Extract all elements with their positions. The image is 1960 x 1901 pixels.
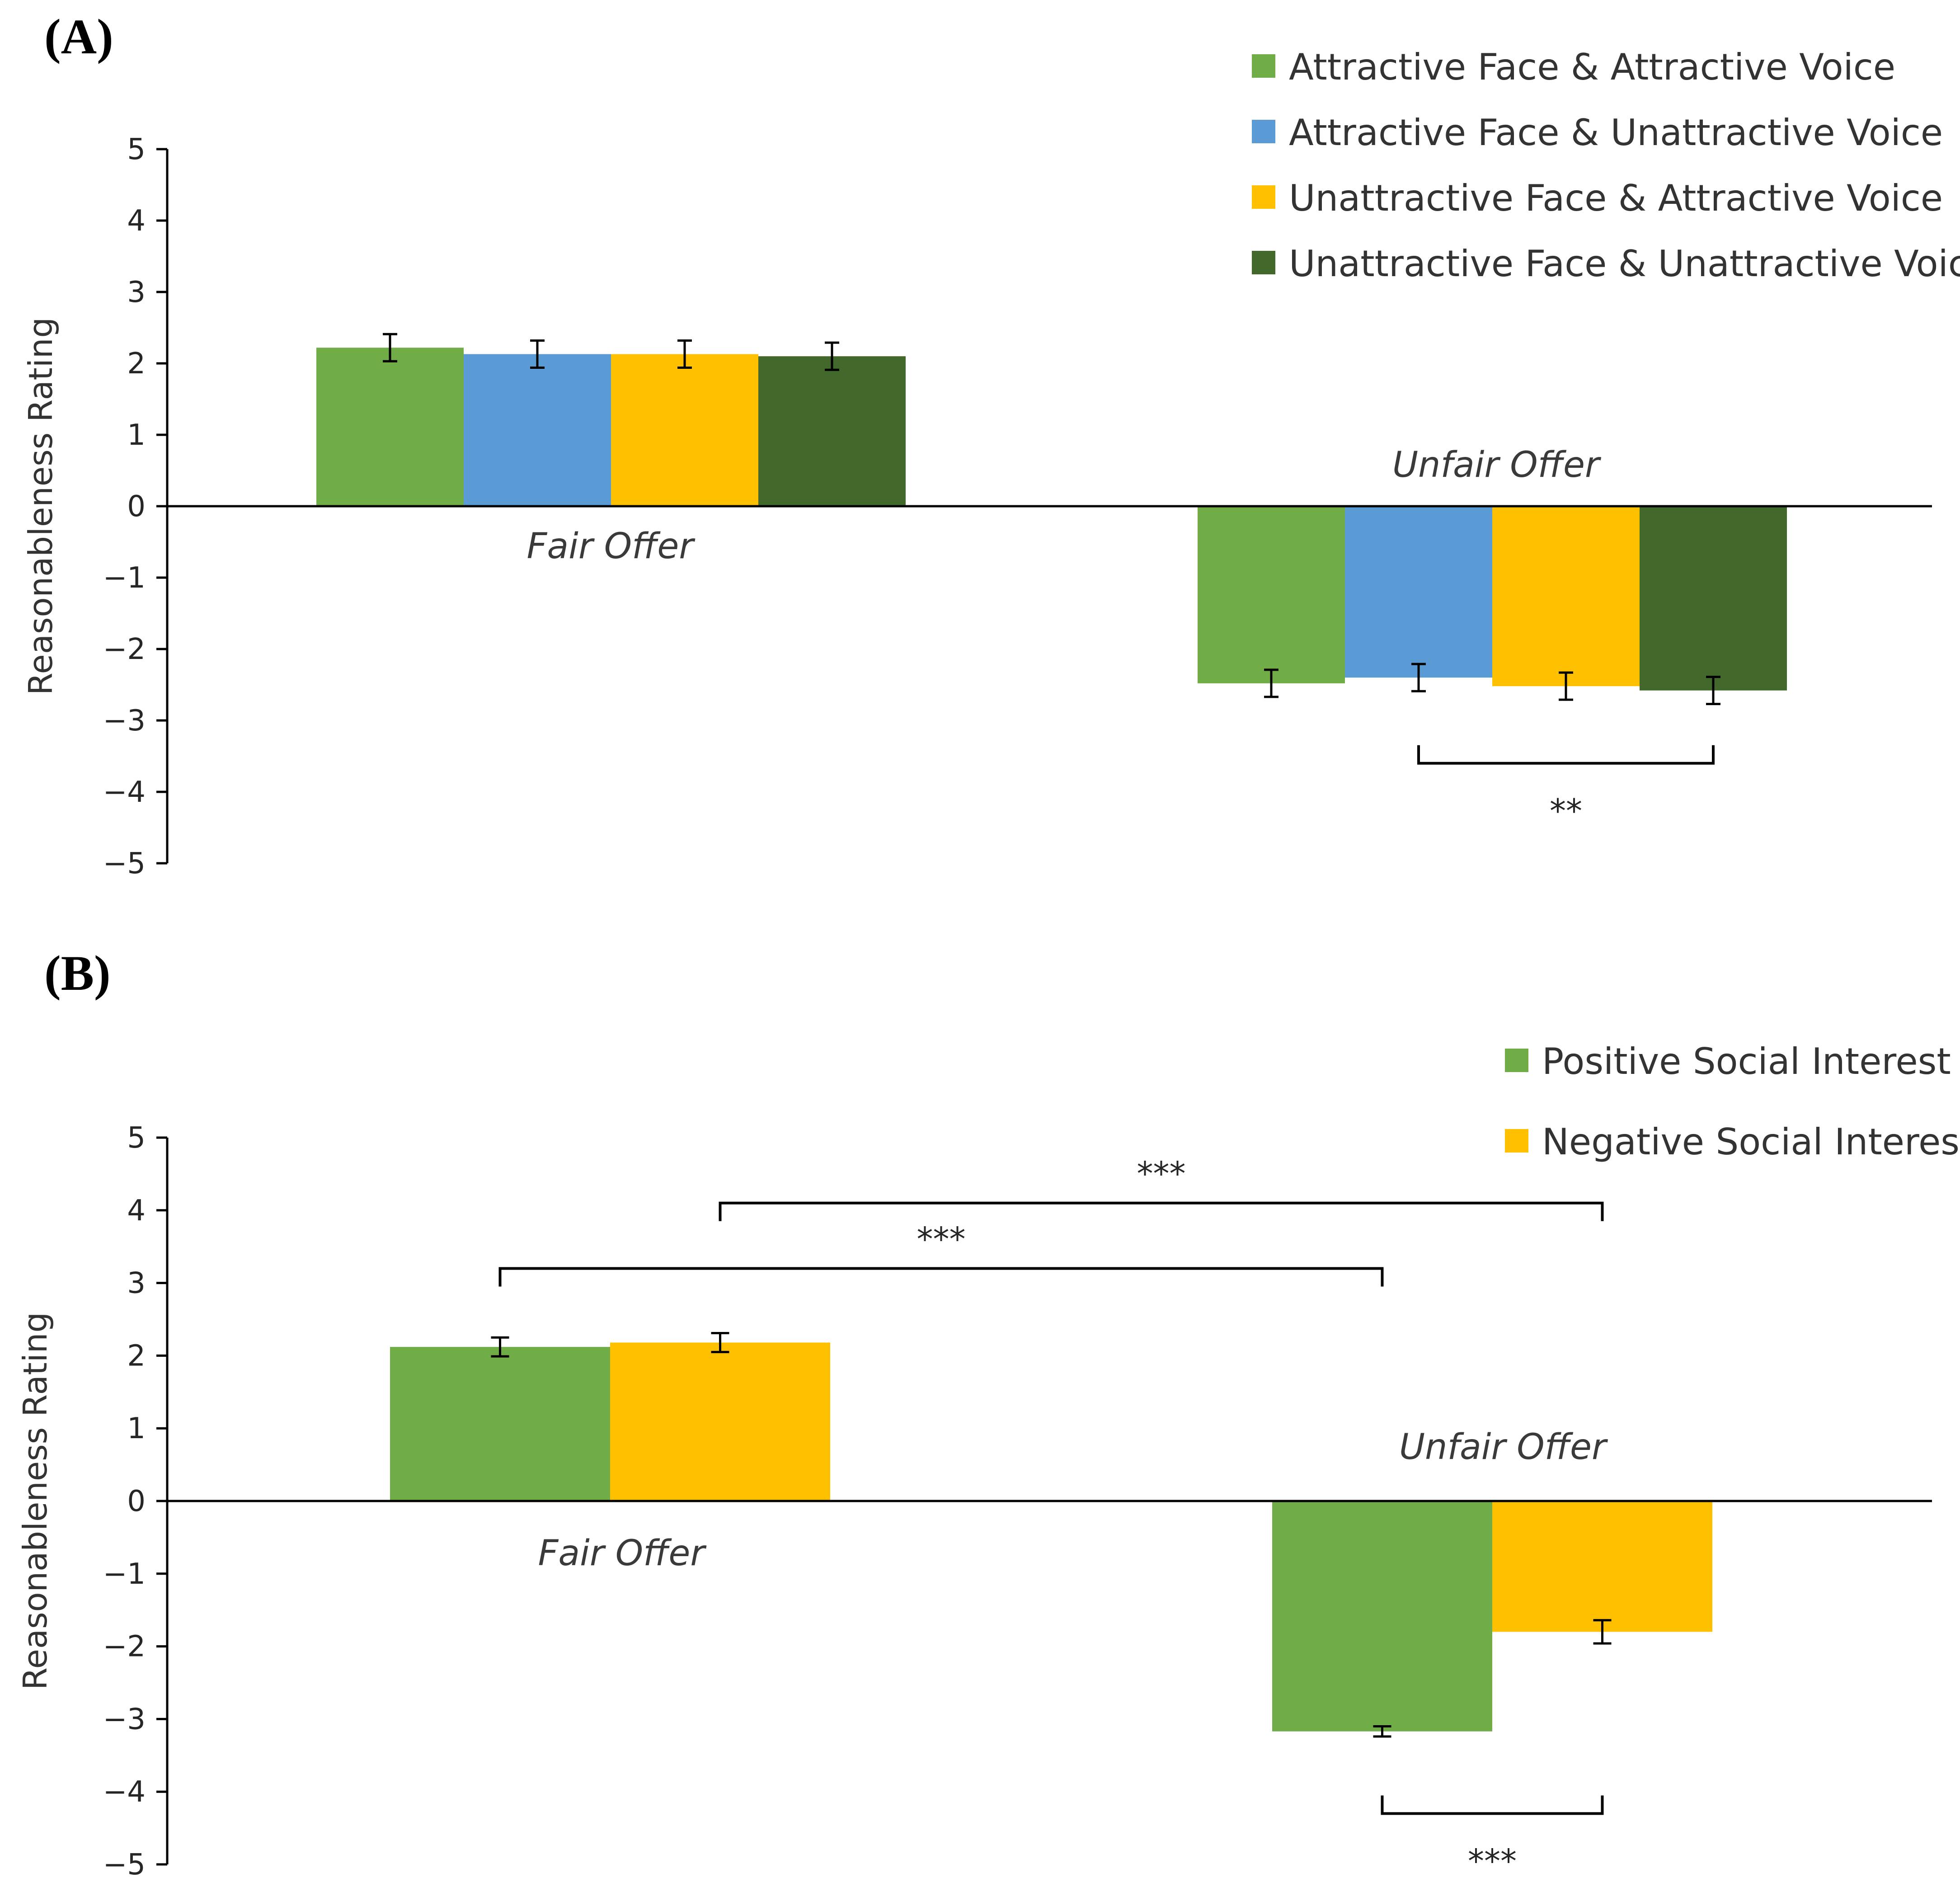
legend-label: Positive Social Interest xyxy=(1542,1040,1951,1082)
bar-unfair-offer-series-1 xyxy=(1272,1501,1492,1732)
y-tick-label: 1 xyxy=(127,1412,146,1445)
y-tick-label: 1 xyxy=(127,419,146,452)
y-tick-label: −4 xyxy=(103,1775,146,1809)
bar-unfair-offer-series-2 xyxy=(1345,506,1492,678)
y-tick-label: −1 xyxy=(103,1558,146,1591)
significance-bracket xyxy=(1381,1795,1604,1815)
panel-a: (A) 5 4 3 2 1 0 −1 −2 −3 −4 −5 Reasonableness Rating… xyxy=(22,9,1960,880)
legend-label: Unattractive Face & Attractive Voice xyxy=(1289,177,1943,219)
panel-label: (B) xyxy=(44,946,111,1001)
legend-label: Negative Social Interest xyxy=(1542,1121,1960,1163)
y-tick-label: 0 xyxy=(127,1485,146,1518)
y-tick-label: −3 xyxy=(103,1703,146,1736)
group-label: Fair Offer xyxy=(538,1533,707,1574)
legend-swatch xyxy=(1252,54,1275,78)
bar-fair-offer-series-2 xyxy=(464,354,611,506)
y-tick-label: 3 xyxy=(127,276,146,309)
y-tick-label: −2 xyxy=(103,1630,146,1664)
legend-swatch xyxy=(1252,185,1275,209)
legend-label: Unattractive Face & Unattractive Voice xyxy=(1289,243,1960,285)
significance-bracket xyxy=(1417,745,1715,765)
y-tick-label: −5 xyxy=(103,847,146,880)
y-tick-label: −4 xyxy=(103,776,146,809)
bar-fair-offer-series-2 xyxy=(610,1342,830,1501)
legend-swatch xyxy=(1252,251,1275,274)
bar-unfair-offer-series-4 xyxy=(1640,506,1787,691)
y-tick-label: −5 xyxy=(103,1848,146,1882)
group-label: Unfair Offer xyxy=(1399,1427,1608,1468)
significance-label: ** xyxy=(1550,792,1582,830)
y-axis-title: Reasonableness Rating xyxy=(22,317,60,696)
y-tick-label: −1 xyxy=(103,561,146,595)
panel-label: (A) xyxy=(44,9,113,64)
bar-fair-offer-series-3 xyxy=(611,354,758,506)
y-tick-label: 5 xyxy=(127,133,146,166)
legend-swatch xyxy=(1505,1129,1528,1153)
y-tick-label: 2 xyxy=(127,347,146,381)
bar-unfair-offer-series-2 xyxy=(1492,1501,1712,1632)
group-label: Unfair Offer xyxy=(1392,445,1602,485)
bar-fair-offer-series-4 xyxy=(758,356,906,506)
y-axis-title: Reasonableness Rating xyxy=(16,1312,54,1690)
significance-label: *** xyxy=(1137,1155,1186,1193)
y-tick-label: 0 xyxy=(127,490,146,523)
y-tick-label: −2 xyxy=(103,633,146,666)
legend-label: Attractive Face & Attractive Voice xyxy=(1289,46,1895,88)
panel-b: (B) 5 4 3 2 1 0 −1 −2 −3 −4 −5 Reasonableness Rating… xyxy=(16,946,1960,1882)
y-tick-label: −3 xyxy=(103,704,146,738)
legend-swatch xyxy=(1505,1049,1528,1072)
y-tick-label: 4 xyxy=(127,204,146,238)
legend-swatch xyxy=(1252,120,1275,143)
significance-bracket xyxy=(719,1201,1604,1221)
y-tick-label: 3 xyxy=(127,1267,146,1300)
legend-label: Attractive Face & Unattractive Voice xyxy=(1289,112,1943,154)
significance-label: *** xyxy=(1468,1842,1517,1880)
bar-fair-offer-series-1 xyxy=(390,1347,610,1501)
bar-unfair-offer-series-3 xyxy=(1492,506,1640,687)
y-tick-label: 2 xyxy=(127,1339,146,1373)
significance-label: *** xyxy=(917,1220,966,1258)
bar-unfair-offer-series-1 xyxy=(1198,506,1345,683)
group-label: Fair Offer xyxy=(527,526,696,567)
significance-bracket xyxy=(498,1267,1384,1287)
bar-fair-offer-series-1 xyxy=(316,348,464,506)
y-tick-label: 4 xyxy=(127,1194,146,1228)
y-tick-label: 5 xyxy=(127,1121,146,1155)
